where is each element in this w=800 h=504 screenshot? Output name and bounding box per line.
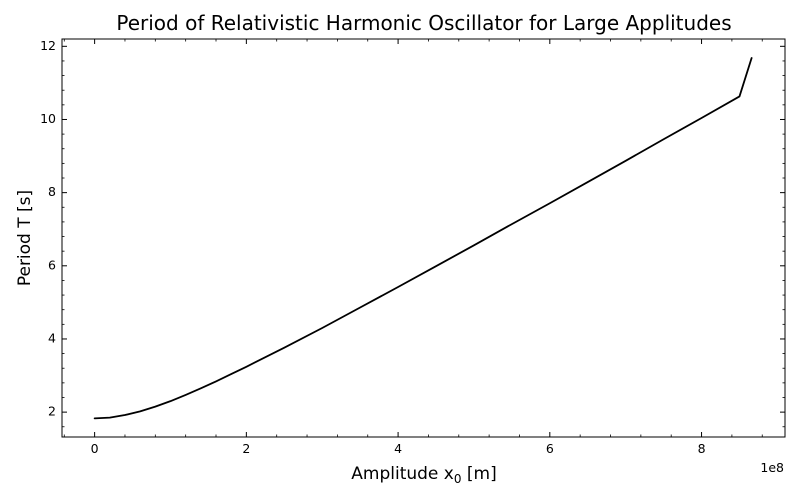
x-axis-label-prefix: Amplitude x: [351, 464, 454, 484]
y-tick-label: 12: [40, 38, 56, 53]
x-tick-label: 6: [546, 441, 554, 456]
y-tick-label: 8: [48, 184, 56, 199]
y-tick-labels: 2 4 6 8 10 12: [40, 38, 56, 419]
x-tick-label: 4: [394, 441, 402, 456]
x-tick-label: 2: [242, 441, 250, 456]
x-axis-label: Amplitude x0 [m]: [351, 464, 496, 486]
y-tick-label: 2: [48, 404, 56, 419]
y-tick-label: 6: [48, 257, 56, 272]
minor-ticks: [62, 39, 785, 437]
chart-title: Period of Relativistic Harmonic Oscillat…: [116, 11, 731, 35]
x-axis-label-suffix: [m]: [462, 464, 497, 484]
y-tick-label: 4: [48, 330, 56, 345]
x-axis-label-subscript: 0: [454, 472, 462, 486]
y-tick-label: 10: [40, 111, 56, 126]
x-tick-label: 0: [91, 441, 99, 456]
series-line: [93, 57, 753, 420]
y-axis-label: Period T [s]: [15, 190, 35, 286]
plot-area: [61, 38, 786, 438]
major-ticks: [62, 39, 785, 437]
x-tick-labels: 0 2 4 6 8: [91, 441, 706, 456]
x-axis-offset-label: 1e8: [760, 460, 784, 475]
x-tick-label: 8: [698, 441, 706, 456]
